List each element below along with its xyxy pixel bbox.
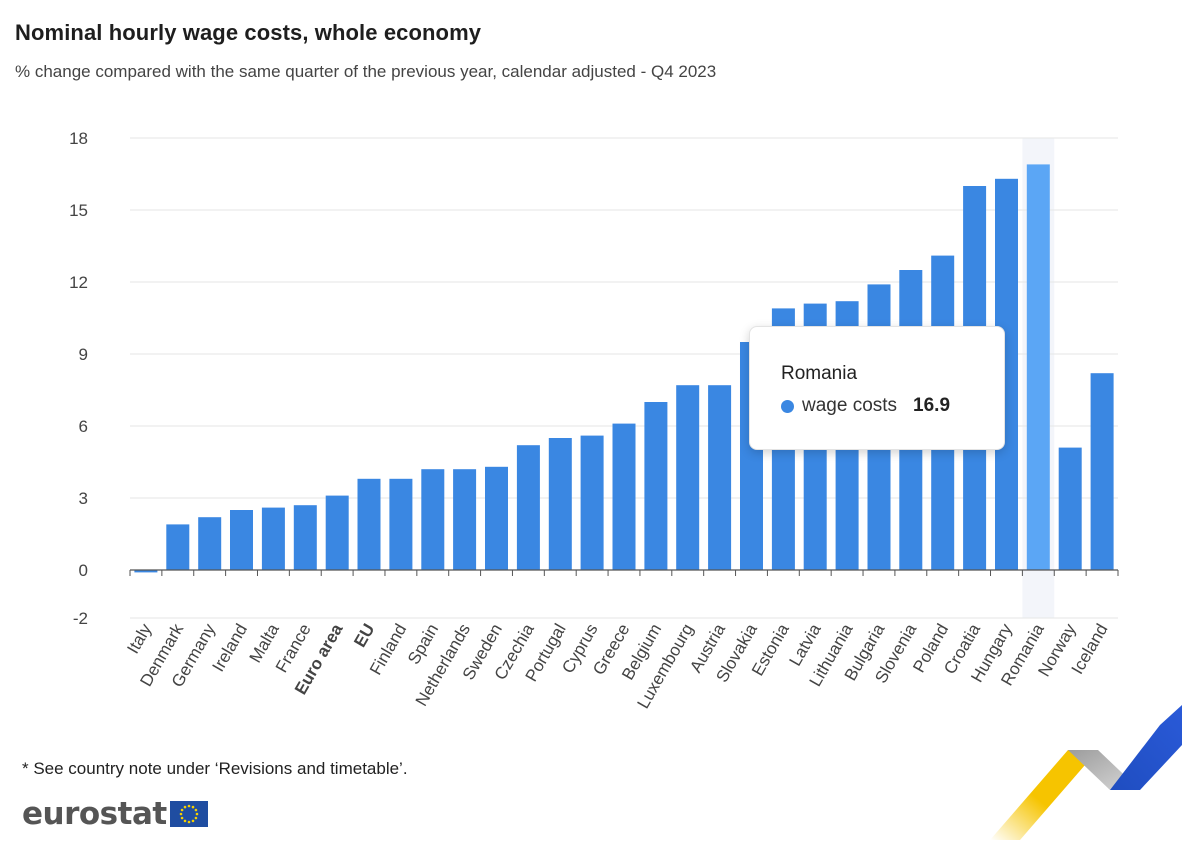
y-tick-label: 18	[69, 129, 88, 148]
y-tick-label: 6	[79, 417, 88, 436]
bar-cyprus[interactable]	[580, 435, 604, 570]
eurostat-logo[interactable]: eurostat	[22, 796, 208, 832]
bar-austria[interactable]	[708, 385, 732, 570]
tooltip-series-row: wage costs 16.9	[781, 395, 950, 417]
footnote: * See country note under ‘Revisions and …	[22, 759, 408, 778]
y-tick-label: 15	[69, 201, 88, 220]
bar-denmark[interactable]	[166, 524, 190, 570]
bar-france[interactable]	[293, 505, 317, 570]
bar-germany[interactable]	[198, 517, 222, 570]
chart-tooltip: Romania wage costs 16.9	[749, 326, 1005, 450]
eu-flag-icon	[169, 801, 208, 827]
bar-malta[interactable]	[261, 507, 285, 570]
bar-sweden[interactable]	[485, 466, 508, 570]
x-tick-label: Italy	[123, 620, 155, 657]
bar-czechia[interactable]	[516, 445, 540, 570]
chart-title: Nominal hourly wage costs, whole economy	[15, 20, 482, 45]
y-tick-label: -2	[73, 609, 88, 628]
series-marker-icon	[781, 399, 794, 413]
bar-eu[interactable]	[357, 478, 381, 570]
bar-netherlands[interactable]	[453, 469, 477, 570]
bar-belgium[interactable]	[644, 402, 668, 570]
tooltip-series-label: wage costs	[802, 395, 898, 416]
bar-iceland[interactable]	[1090, 373, 1114, 570]
bar-hungary[interactable]	[995, 178, 1018, 571]
bar-spain[interactable]	[421, 469, 445, 570]
y-tick-label: 12	[69, 273, 88, 292]
bar-greece[interactable]	[612, 423, 636, 570]
bar-norway[interactable]	[1058, 447, 1082, 570]
bar-luxembourg[interactable]	[676, 385, 700, 570]
y-tick-label: 3	[79, 489, 88, 508]
x-tick-label: EU	[350, 621, 378, 651]
chart-subtitle: % change compared with the same quarter …	[15, 62, 717, 81]
y-tick-label: 9	[79, 345, 88, 364]
bar-romania[interactable]	[1026, 164, 1050, 570]
bar-italy[interactable]	[134, 570, 158, 573]
tooltip-category: Romania	[781, 363, 858, 384]
logo-text: eurostat	[22, 796, 167, 832]
bar-finland[interactable]	[389, 478, 413, 570]
y-tick-label: 0	[79, 561, 88, 580]
bar-ireland[interactable]	[230, 510, 253, 570]
tooltip-value: 16.9	[913, 395, 951, 416]
bar-portugal[interactable]	[548, 438, 572, 570]
bar-euro-area[interactable]	[325, 495, 349, 570]
